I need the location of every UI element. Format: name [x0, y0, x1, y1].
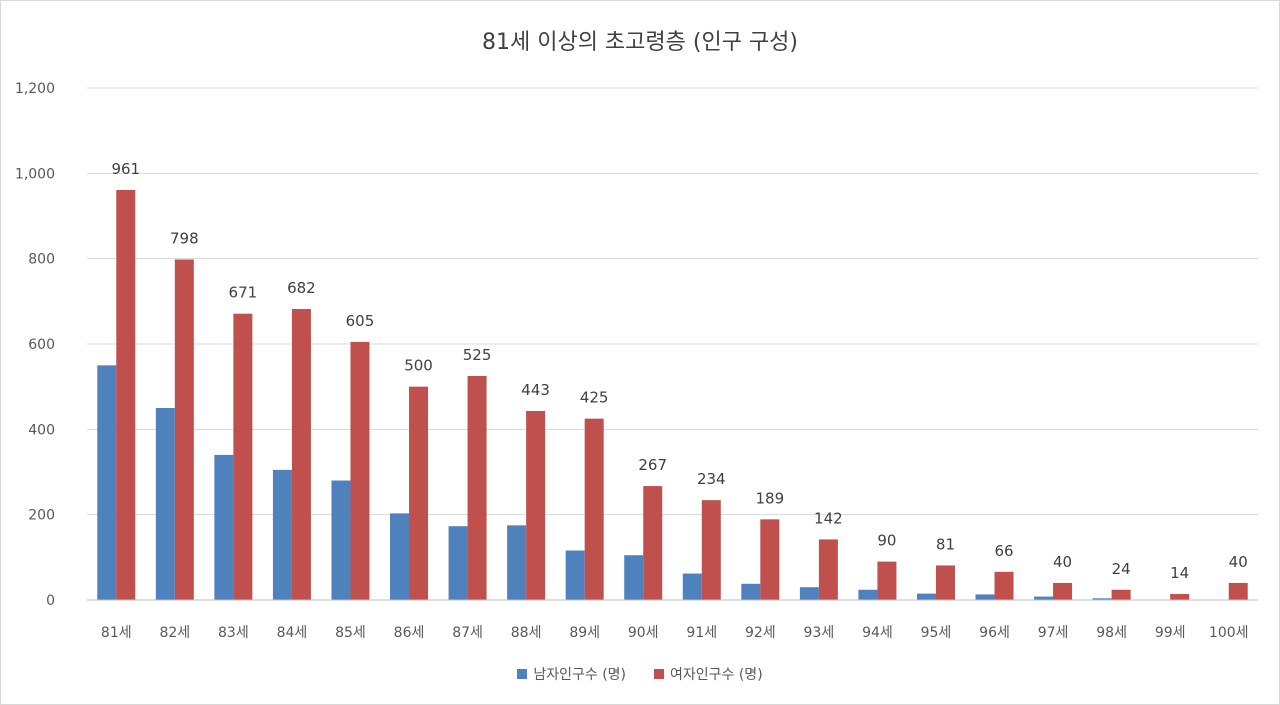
x-tick-label: 94세 — [862, 625, 893, 641]
bar-male — [741, 583, 761, 600]
data-label: 682 — [287, 279, 316, 297]
data-label: 443 — [521, 381, 550, 399]
bar-male — [682, 573, 702, 600]
bar-female — [467, 376, 487, 600]
data-label: 142 — [814, 509, 843, 527]
data-label: 234 — [697, 470, 726, 488]
data-label: 961 — [111, 160, 140, 178]
legend-swatch-male — [517, 669, 528, 679]
bar-female — [291, 309, 311, 600]
bar-male — [1092, 598, 1112, 600]
bar-male — [448, 526, 468, 600]
x-tick-label: 93세 — [804, 625, 835, 641]
x-tick-label: 84세 — [277, 625, 308, 641]
x-tick-label: 97세 — [1038, 625, 1069, 641]
x-tick-label: 88세 — [511, 625, 542, 641]
bar-female — [701, 500, 721, 600]
x-tick-label: 95세 — [921, 625, 952, 641]
bar-female — [174, 259, 194, 600]
x-tick-label: 92세 — [745, 625, 776, 641]
bar-male — [799, 587, 819, 600]
x-tick-label: 81세 — [101, 625, 132, 641]
y-tick-label: 1,000 — [15, 166, 55, 182]
data-label: 798 — [170, 230, 199, 248]
x-tick-label: 96세 — [979, 625, 1010, 641]
bar-male — [390, 513, 410, 600]
data-label: 267 — [638, 456, 667, 474]
data-label: 500 — [404, 357, 433, 375]
y-tick-label: 600 — [28, 337, 55, 353]
bar-male — [1034, 596, 1054, 600]
bar-male — [97, 365, 117, 600]
x-tick-label: 100세 — [1209, 625, 1249, 641]
bar-female — [409, 386, 429, 600]
y-tick-label: 0 — [46, 593, 55, 609]
x-tick-label: 82세 — [159, 625, 190, 641]
bar-male — [565, 550, 585, 600]
data-label: 40 — [1053, 553, 1072, 571]
bar-female — [350, 341, 370, 600]
bar-male — [155, 408, 175, 600]
legend-swatch-female — [654, 669, 664, 679]
x-tick-label: 89세 — [569, 625, 600, 641]
bar-female — [1053, 582, 1073, 600]
bar-female — [1111, 589, 1131, 600]
x-tick-label: 90세 — [628, 625, 659, 641]
x-tick-label: 99세 — [1155, 625, 1186, 641]
bar-female — [116, 189, 136, 600]
bar-female — [818, 539, 838, 600]
x-tick-label: 91세 — [686, 625, 717, 641]
legend: 남자인구수 (명) 여자인구수 (명) — [0, 664, 1280, 684]
data-label: 671 — [229, 284, 258, 302]
y-tick-label: 800 — [28, 252, 55, 268]
data-label: 189 — [756, 489, 785, 507]
bar-female — [233, 313, 253, 600]
bar-male — [916, 593, 936, 600]
bar-female — [643, 486, 663, 600]
y-tick-label: 200 — [28, 508, 55, 524]
data-label: 605 — [346, 312, 375, 330]
bar-male — [331, 480, 351, 600]
legend-item-female: 여자인구수 (명) — [654, 664, 763, 684]
legend-label-male: 남자인구수 (명) — [533, 667, 626, 683]
data-label: 425 — [580, 389, 609, 407]
bar-female — [584, 418, 604, 600]
bar-male — [214, 454, 234, 600]
x-tick-label: 86세 — [394, 625, 425, 641]
data-label: 14 — [1170, 564, 1189, 582]
bar-female — [935, 565, 955, 600]
legend-label-female: 여자인구수 (명) — [670, 667, 763, 683]
x-tick-label: 87세 — [452, 625, 483, 641]
data-label: 90 — [877, 532, 896, 550]
bar-female — [1170, 594, 1190, 600]
x-tick-label: 83세 — [218, 625, 249, 641]
bar-female — [760, 519, 780, 600]
data-label: 525 — [463, 346, 492, 364]
y-tick-label: 400 — [28, 422, 55, 438]
bar-male — [272, 469, 292, 600]
bar-female — [526, 410, 546, 600]
chart-title: 81세 이상의 초고령층 (인구 구성) — [481, 30, 798, 55]
data-label: 40 — [1229, 553, 1248, 571]
data-label: 24 — [1112, 560, 1131, 578]
x-tick-label: 85세 — [335, 625, 366, 641]
bar-female — [1228, 582, 1248, 600]
bar-male — [858, 589, 878, 600]
bar-female — [877, 561, 897, 600]
bar-female — [994, 571, 1014, 600]
data-label: 81 — [936, 535, 955, 553]
legend-item-male: 남자인구수 (명) — [517, 664, 626, 684]
x-tick-label: 98세 — [1096, 625, 1127, 641]
bar-male — [624, 555, 644, 600]
y-tick-label: 1,200 — [15, 81, 55, 97]
bar-male — [975, 594, 995, 600]
data-label: 66 — [994, 542, 1013, 560]
bar-male — [507, 525, 527, 600]
